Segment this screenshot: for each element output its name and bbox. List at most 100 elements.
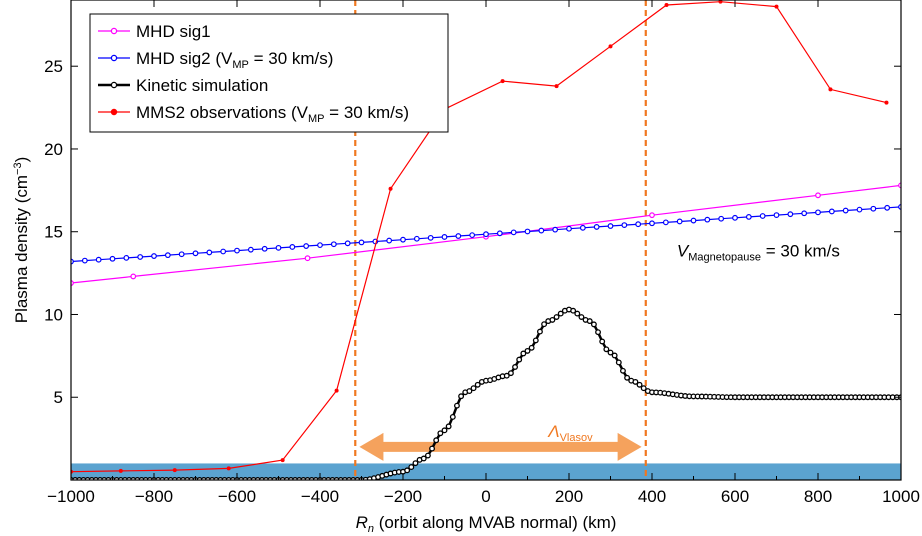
point-mhd_sig2 — [247, 246, 254, 253]
point-kinetic — [578, 314, 585, 320]
point-mms2 — [388, 186, 393, 191]
point-mhd_sig2 — [801, 210, 808, 217]
point-mhd_sig2 — [856, 206, 863, 213]
point-mhd_sig2 — [469, 232, 476, 239]
point-mhd_sig2 — [745, 214, 752, 220]
point-mhd_sig2 — [441, 234, 448, 240]
point-mhd_sig2 — [81, 257, 88, 264]
legend-item-mms2: MMS2 observations (VMP = 30 km/s) — [98, 103, 409, 125]
legend-box — [89, 13, 449, 133]
point-mhd_sig2 — [773, 212, 780, 218]
vlasov-arrow-head-left — [359, 432, 384, 461]
point-kinetic — [537, 328, 543, 335]
point-mms2 — [828, 87, 833, 92]
point-mms2 — [334, 388, 339, 393]
point-mms2 — [226, 466, 231, 471]
point-mhd_sig1 — [649, 212, 655, 219]
point-mhd_sig2 — [524, 228, 531, 235]
point-kinetic — [516, 356, 523, 363]
point-kinetic — [640, 385, 647, 392]
axis-labels: Rn (orbit along MVAB normal) (km) Plasma … — [12, 157, 616, 535]
point-kinetic — [412, 460, 419, 467]
point-kinetic — [549, 316, 556, 323]
point-mms2 — [280, 458, 285, 463]
point-kinetic — [445, 423, 452, 430]
x-tick-label: 800 — [804, 487, 832, 506]
point-mms2 — [118, 468, 123, 473]
point-kinetic — [611, 352, 618, 359]
shaded-band-layer — [71, 463, 901, 480]
point-mhd_sig2 — [718, 215, 725, 222]
point-mhd_sig2 — [621, 222, 628, 229]
point-mhd_sig2 — [455, 233, 462, 239]
point-mms2 — [884, 100, 889, 105]
point-kinetic — [557, 310, 564, 317]
point-kinetic — [524, 347, 531, 354]
point-kinetic — [615, 359, 622, 366]
point-mhd_sig2 — [842, 207, 849, 214]
point-mhd_sig2 — [386, 237, 393, 244]
point-mhd_sig2 — [870, 205, 877, 212]
series-kinetic — [71, 306, 901, 480]
point-mhd_sig2 — [635, 221, 642, 228]
point-kinetic — [586, 318, 593, 325]
point-mhd_sig2 — [759, 213, 766, 219]
shaded-band — [71, 463, 901, 480]
point-kinetic — [599, 338, 606, 345]
point-kinetic — [470, 385, 477, 392]
point-kinetic — [420, 455, 427, 462]
x-tick-label: −600 — [218, 487, 256, 506]
point-mhd_sig1 — [815, 192, 821, 199]
point-mms2 — [664, 2, 669, 7]
point-kinetic — [458, 393, 465, 400]
series-line-mms2 — [71, 1, 887, 473]
point-kinetic — [620, 367, 626, 374]
x-tick-label: −800 — [135, 487, 173, 506]
point-mms2 — [774, 4, 779, 9]
legend-item-mhd_sig1: MHD sig1 — [98, 22, 211, 41]
point-mhd_sig2 — [275, 244, 282, 251]
y-tick-label: 10 — [44, 305, 63, 324]
point-mhd_sig2 — [330, 241, 337, 248]
annotations: VMagnetopause = 30 km/s — [677, 242, 840, 264]
point-mhd_sig2 — [192, 250, 199, 257]
legend-label: MMS2 observations (VMP = 30 km/s) — [136, 103, 409, 125]
point-mhd_sig2 — [427, 234, 434, 241]
legend-swatch-marker — [110, 81, 118, 89]
legend-item-mhd_sig2: MHD sig2 (VMP = 30 km/s) — [98, 49, 333, 71]
point-kinetic — [595, 329, 601, 336]
point-mhd_sig2 — [358, 239, 365, 246]
point-mhd_sig2 — [496, 230, 503, 237]
point-mhd_sig2 — [579, 224, 586, 231]
point-kinetic — [532, 337, 539, 344]
point-mhd_sig2 — [787, 211, 794, 218]
x-tick-label: 0 — [481, 487, 490, 506]
legend-swatch-marker — [110, 108, 118, 116]
legend-label: Kinetic simulation — [136, 76, 268, 95]
point-mhd_sig2 — [662, 219, 669, 226]
legend-swatch-marker — [110, 27, 118, 35]
point-kinetic — [408, 464, 415, 471]
point-mms2 — [500, 79, 505, 84]
y-tick-label: 15 — [44, 223, 63, 242]
point-mms2 — [172, 468, 177, 473]
point-mhd_sig2 — [413, 235, 420, 242]
point-mhd_sig2 — [95, 256, 102, 263]
point-mhd_sig1 — [304, 255, 311, 262]
legend-label: MHD sig1 — [136, 22, 211, 41]
point-kinetic — [607, 349, 614, 356]
point-mhd_sig1 — [130, 273, 137, 280]
vlasov-label: ΛVlasov — [547, 422, 593, 444]
point-kinetic — [449, 413, 456, 420]
legend-item-kinetic: Kinetic simulation — [98, 76, 268, 95]
point-kinetic — [603, 346, 610, 353]
point-mhd_sig2 — [593, 224, 600, 230]
point-mhd_sig2 — [732, 214, 738, 221]
point-kinetic — [590, 321, 597, 328]
point-kinetic — [404, 467, 411, 474]
y-tick-label: 5 — [54, 388, 63, 407]
x-tick-label: 200 — [555, 487, 583, 506]
point-mhd_sig2 — [261, 245, 268, 252]
point-mhd_sig2 — [123, 254, 130, 261]
point-kinetic — [636, 381, 643, 388]
